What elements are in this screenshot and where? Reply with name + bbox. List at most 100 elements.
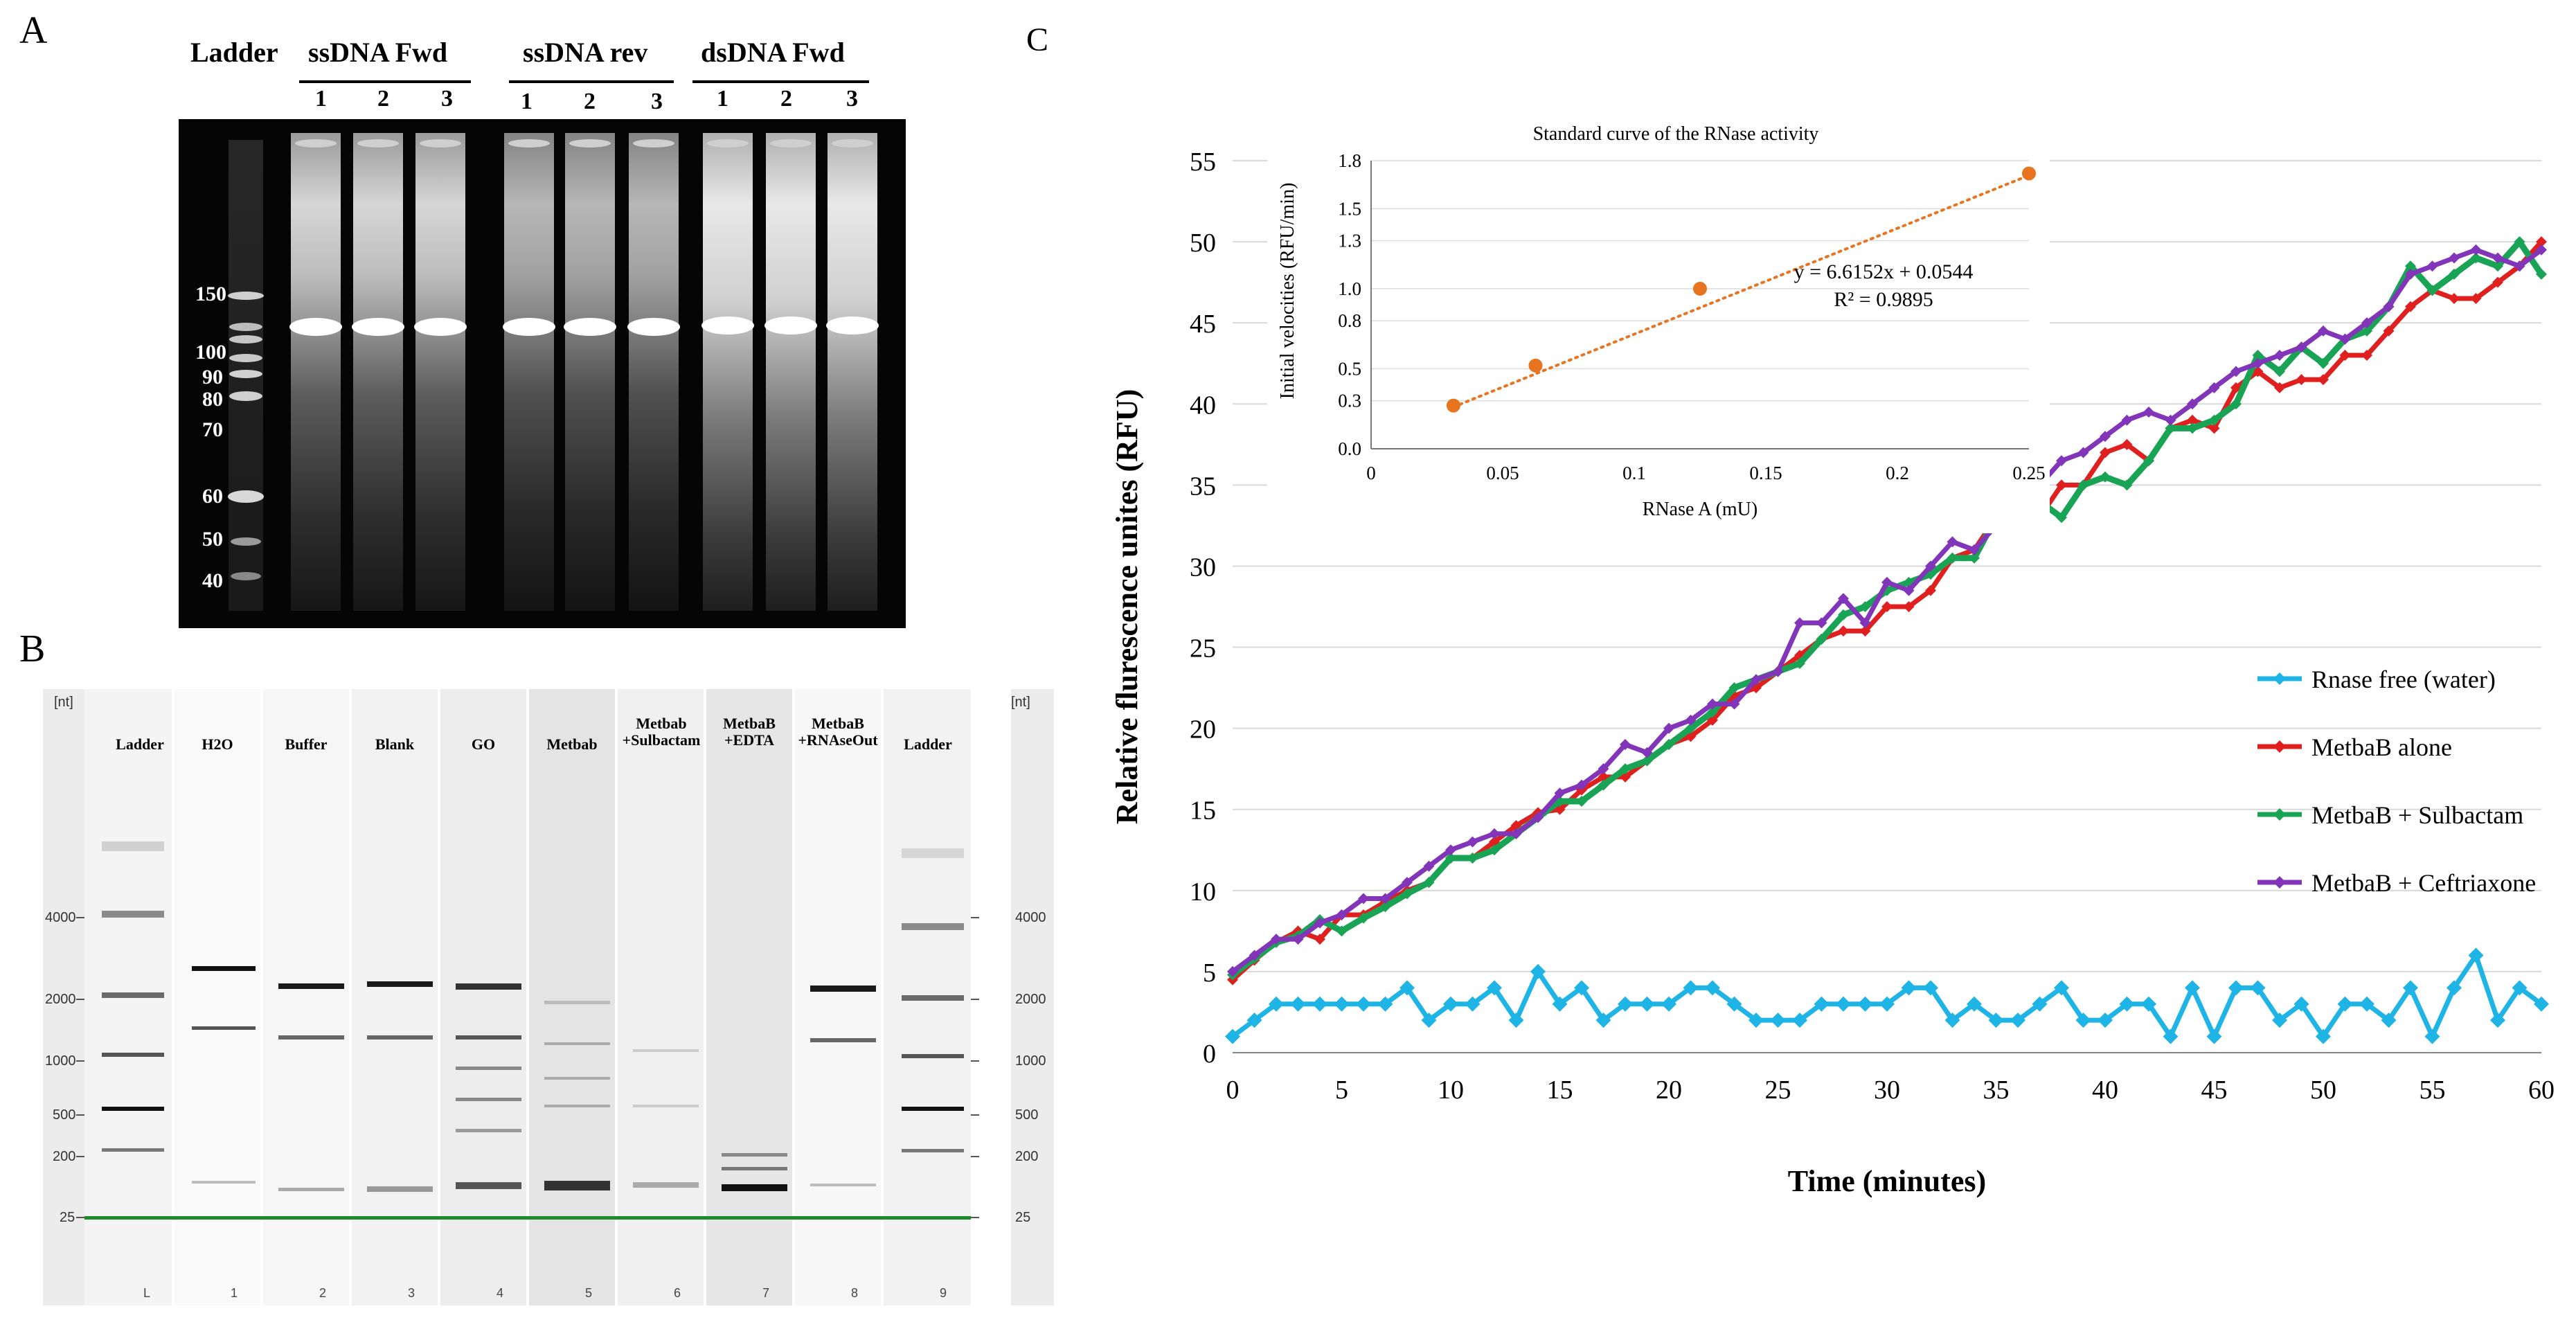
data-point <box>1532 812 1544 823</box>
data-point <box>1334 996 1350 1012</box>
data-point <box>2403 980 2418 996</box>
y-tick-label: 15 <box>1190 796 1216 826</box>
data-point <box>1620 739 1631 751</box>
data-point <box>2536 244 2547 256</box>
gel-a-lane-number: 2 <box>584 89 596 114</box>
data-point <box>2187 422 2198 434</box>
gel-b-size-right: 200 <box>1015 1149 1039 1164</box>
data-point <box>1748 1013 1764 1028</box>
data-point <box>1227 965 1238 977</box>
gel-b-lane-footer: 9 <box>939 1286 947 1300</box>
data-point <box>2359 996 2374 1012</box>
data-point <box>2056 455 2067 467</box>
gel-a-image <box>179 119 906 628</box>
data-point <box>2208 382 2220 393</box>
data-point <box>2405 260 2416 272</box>
gel-b-size-left: 200 <box>53 1149 76 1164</box>
gel-b-size-left: 4000 <box>45 910 76 925</box>
data-point <box>2512 980 2528 996</box>
data-point <box>2187 414 2198 426</box>
gel-b-unit-left: [nt] <box>54 695 73 710</box>
inset-y-tick-label: 0.8 <box>1338 310 1361 331</box>
data-point <box>1379 893 1391 904</box>
gel-b-size-right: 25 <box>1015 1210 1031 1225</box>
gel-a-group-underline <box>299 80 471 83</box>
data-point <box>1925 560 1936 572</box>
data-point <box>1574 980 1589 996</box>
gel-b-lane-footer: 3 <box>407 1286 415 1300</box>
data-point <box>1944 1013 1960 1028</box>
legend-label: MetbaB + Ceftriaxone <box>2311 869 2536 897</box>
data-point <box>1903 601 1915 612</box>
data-point <box>2100 447 2111 458</box>
legend-marker <box>2273 808 2286 821</box>
x-tick-label: 25 <box>1765 1076 1791 1105</box>
inset-x-tick-label: 0.2 <box>1886 463 1909 483</box>
y-tick-label: 5 <box>1203 958 1216 988</box>
data-point <box>1707 706 1718 718</box>
data-point <box>2490 1013 2505 1028</box>
y-tick-label: 20 <box>1190 715 1216 744</box>
gel-b-unit-right: [nt] <box>1011 695 1030 710</box>
data-point <box>2492 260 2503 272</box>
data-point <box>2141 996 2156 1012</box>
data-point <box>1770 1013 1786 1028</box>
data-point <box>1489 844 1500 856</box>
inset-data-point <box>1693 281 1707 296</box>
x-tick-label: 35 <box>1983 1076 2010 1105</box>
data-point <box>2318 374 2329 386</box>
data-point <box>2296 374 2307 386</box>
data-point <box>1467 836 1478 848</box>
data-point <box>1859 625 1871 637</box>
data-point <box>1683 980 1699 996</box>
gel-a-size-label: 80 <box>202 388 223 411</box>
data-point <box>1598 779 1609 791</box>
data-point <box>1576 779 1587 791</box>
data-point <box>2077 447 2089 458</box>
x-tick-label: 20 <box>1656 1076 1682 1105</box>
data-point <box>1816 633 1827 645</box>
data-point <box>2536 268 2547 280</box>
gel-b-lane-header: MetbaB +EDTA <box>723 715 776 749</box>
gel-b-size-left: 1000 <box>45 1053 76 1069</box>
legend-marker <box>2273 876 2286 889</box>
data-point <box>1969 552 1980 564</box>
gel-a-lane-number: 3 <box>846 86 858 112</box>
data-point <box>2252 357 2264 369</box>
data-point <box>1510 820 1522 832</box>
gel-a-lane-number: 3 <box>441 86 453 112</box>
data-point <box>1421 1013 1437 1028</box>
gel-b-lane-footer: L <box>143 1286 150 1300</box>
legend-label: MetbaB alone <box>2311 733 2452 761</box>
data-point <box>2449 252 2460 264</box>
gel-a-size-label: 50 <box>202 528 223 551</box>
y-tick-label: 45 <box>1190 310 1216 339</box>
data-point <box>1487 980 1502 996</box>
data-point <box>1423 877 1435 889</box>
inset-y-tick-label: 0.3 <box>1338 391 1361 411</box>
inset-x-tick-label: 0.25 <box>2012 463 2045 483</box>
inset-data-point <box>1446 398 1460 413</box>
data-point <box>1225 1028 1240 1044</box>
data-point <box>1988 1013 2004 1028</box>
data-point <box>1685 714 1697 726</box>
data-point <box>1859 617 1871 629</box>
data-point <box>1923 980 1938 996</box>
gel-b-lane-footer: 6 <box>673 1286 681 1300</box>
gel-b-lane-footer: 2 <box>319 1286 326 1300</box>
data-point <box>1489 828 1500 839</box>
panel-a-letter: A <box>19 9 48 52</box>
gel-b-lane-header: H2O <box>202 735 233 753</box>
data-point <box>1728 682 1740 694</box>
data-point <box>2143 455 2154 467</box>
gel-a-lane-number: 2 <box>780 86 792 112</box>
data-point <box>1445 844 1456 856</box>
inset-y-tick-label: 1.5 <box>1338 198 1361 219</box>
data-point <box>2121 414 2133 426</box>
data-point <box>1552 996 1568 1012</box>
data-point <box>1685 722 1697 734</box>
data-point <box>1269 996 1284 1012</box>
data-point <box>1814 996 1830 1012</box>
data-point <box>2383 325 2395 337</box>
data-point <box>1618 996 1633 1012</box>
